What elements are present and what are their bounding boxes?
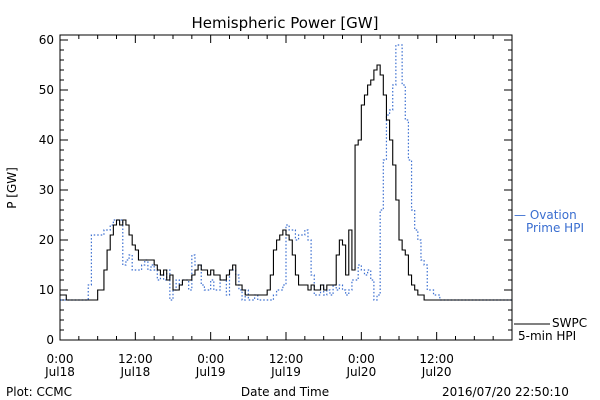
x-tick-time-label: 0:00 [348, 352, 375, 366]
legend-ovation-line2: Prime HPI [526, 221, 584, 235]
x-axis-label: Date and Time [241, 385, 329, 399]
series-line-ovation-prime [60, 44, 512, 301]
plot-frame [59, 34, 513, 341]
x-axis: 0:00Jul1812:00Jul180:00Jul1912:00Jul190:… [44, 35, 513, 379]
series-line-swpc [60, 64, 512, 301]
y-tick-label: 50 [39, 83, 54, 97]
y-tick-label: 0 [46, 333, 54, 347]
x-tick-date-label: Jul18 [44, 365, 75, 379]
plot-timestamp: 2016/07/20 22:50:10 [442, 385, 569, 399]
x-tick-date-label: Jul20 [345, 365, 376, 379]
x-tick-date-label: Jul20 [421, 365, 452, 379]
x-tick-time-label: 12:00 [269, 352, 304, 366]
y-tick-label: 10 [39, 283, 54, 297]
plot-credit: Plot: CCMC [6, 385, 72, 399]
y-tick-label: 60 [39, 33, 54, 47]
legend-swpc-line2: 5-min HPI [518, 329, 576, 343]
y-tick-label: 40 [39, 133, 54, 147]
y-axis: 0 10 20 30 40 50 60 [39, 33, 512, 347]
x-tick-date-label: Jul19 [195, 365, 226, 379]
series-group [60, 44, 512, 301]
y-tick-label: 30 [39, 183, 54, 197]
y-tick-label: 20 [39, 233, 54, 247]
x-tick-time-label: 12:00 [419, 352, 454, 366]
legend-swpc-line1: SWPC [552, 316, 587, 330]
x-tick-date-label: Jul18 [119, 365, 150, 379]
legend-ovation-line1: — Ovation [514, 208, 577, 222]
y-axis-label: P [GW] [5, 167, 19, 209]
x-tick-time-label: 12:00 [118, 352, 153, 366]
chart-title: Hemispheric Power [GW] [192, 14, 379, 32]
x-tick-time-label: 0:00 [197, 352, 224, 366]
x-tick-time-label: 0:00 [47, 352, 74, 366]
x-tick-date-label: Jul19 [270, 365, 301, 379]
